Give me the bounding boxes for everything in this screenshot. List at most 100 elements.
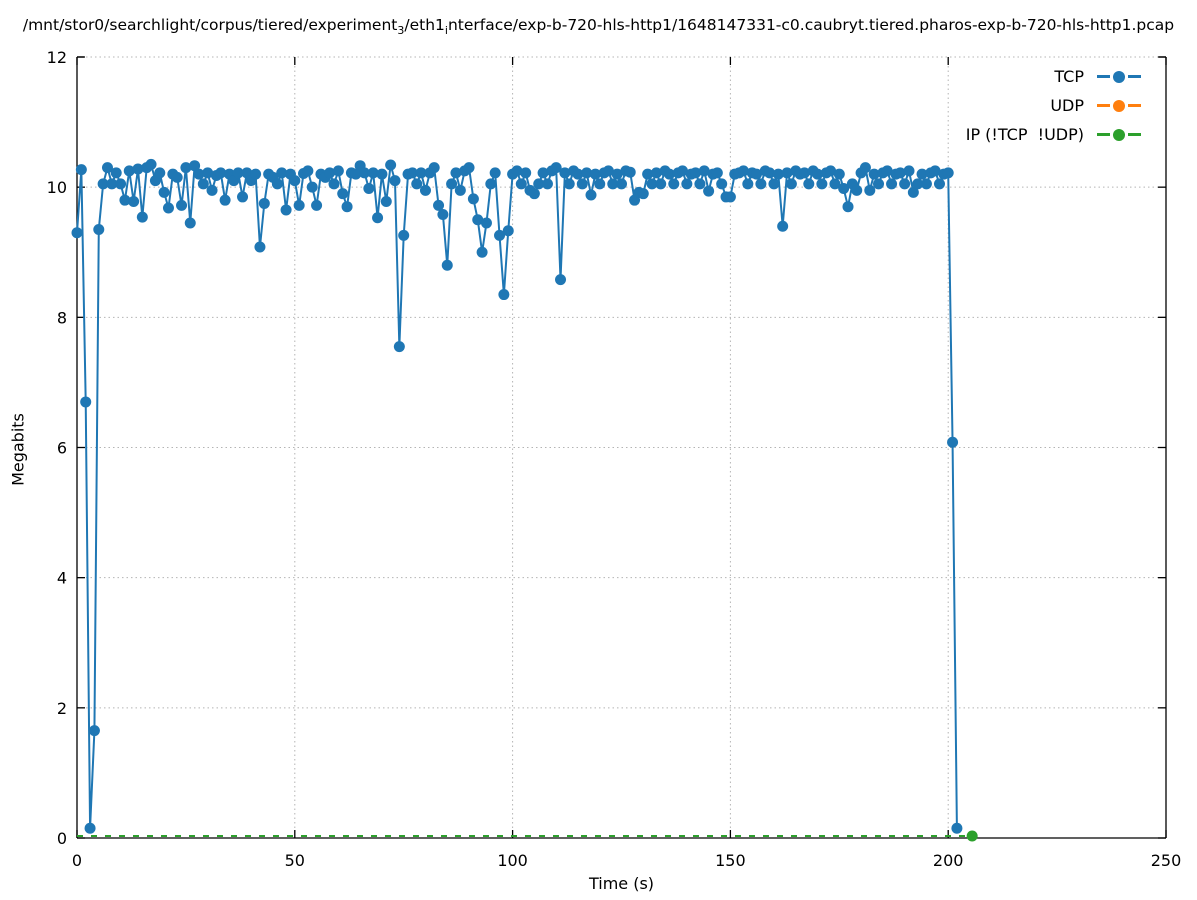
- data-point-TCP: [624, 166, 636, 178]
- data-point-TCP: [258, 197, 270, 209]
- data-point-TCP: [171, 171, 183, 183]
- data-point-TCP: [511, 165, 523, 177]
- data-point-TCP: [411, 178, 423, 190]
- data-point-TCP: [559, 167, 571, 179]
- chart-title: /mnt/stor0/searchlight/corpus/tiered/exp…: [0, 16, 1197, 37]
- data-point-TCP: [202, 167, 214, 179]
- data-point-TCP: [389, 175, 401, 187]
- data-point-TCP: [655, 178, 667, 190]
- data-point-TCP: [755, 178, 767, 190]
- data-point-TCP: [289, 175, 301, 187]
- data-point-TCP: [145, 158, 157, 170]
- data-point-TCP: [363, 182, 375, 194]
- data-point-TCP: [93, 223, 105, 235]
- data-point-TCP: [472, 214, 484, 226]
- data-point-TCP: [437, 209, 449, 221]
- legend-item-ip-other: IP (!TCP !UDP): [966, 120, 1145, 149]
- y-tick-label: 2: [57, 699, 67, 718]
- x-tick-label: 250: [1151, 851, 1182, 870]
- data-point-TCP: [742, 178, 754, 190]
- data-point-TCP: [75, 164, 87, 176]
- data-point-TCP: [894, 167, 906, 179]
- data-point-TCP: [154, 167, 166, 179]
- x-tick-label: 100: [497, 851, 528, 870]
- legend: TCP UDP IP (!TCP !UDP): [966, 62, 1145, 149]
- data-point-TCP: [398, 229, 410, 241]
- series-line-TCP: [76, 162, 958, 829]
- data-point-TCP: [515, 178, 527, 190]
- data-point-TCP: [825, 165, 837, 177]
- tcp-line-dot-swatch-icon: [1097, 70, 1145, 83]
- data-point-TCP: [912, 178, 924, 190]
- data-point-TCP: [772, 168, 784, 180]
- data-point-TCP: [537, 167, 549, 179]
- chart-title-pre: /mnt/stor0/searchlight/corpus/tiered/exp…: [22, 16, 398, 34]
- data-point-TCP: [341, 201, 353, 213]
- data-point-TCP: [907, 186, 919, 198]
- data-point-TCP: [184, 217, 196, 229]
- data-point-TCP: [428, 162, 440, 174]
- data-point-TCP: [920, 178, 932, 190]
- data-point-TCP: [812, 168, 824, 180]
- data-point-TCP: [385, 159, 397, 171]
- data-point-TCP: [563, 178, 575, 190]
- data-point-TCP: [933, 178, 945, 190]
- data-point-TCP: [698, 165, 710, 177]
- data-point-TCP: [903, 165, 915, 177]
- data-point-TCP: [711, 167, 723, 179]
- y-tick-label: 4: [57, 569, 67, 588]
- data-point-TCP: [572, 168, 584, 180]
- data-point-TCP: [585, 189, 597, 201]
- data-point-TCP: [611, 168, 623, 180]
- data-point-TCP: [123, 165, 135, 177]
- data-point-TCP: [798, 167, 810, 179]
- data-point-TCP: [690, 167, 702, 179]
- data-point-TCP: [816, 178, 828, 190]
- data-point-TCP: [842, 201, 854, 213]
- data-point-TCP: [838, 182, 850, 194]
- data-point-TCP: [450, 167, 462, 179]
- data-point-TCP: [215, 167, 227, 179]
- y-axis-label: Megabits: [8, 413, 28, 486]
- y-tick-label: 8: [57, 308, 67, 327]
- data-point-TCP: [785, 178, 797, 190]
- data-point-TCP: [899, 178, 911, 190]
- data-point-TCP: [602, 165, 614, 177]
- data-point-TCP: [110, 167, 122, 179]
- data-point-TCP: [162, 202, 174, 214]
- data-point-TCP: [367, 167, 379, 179]
- data-point-TCP: [101, 162, 113, 174]
- data-point-TCP: [581, 167, 593, 179]
- data-point-TCP: [881, 165, 893, 177]
- data-point-TCP: [119, 194, 131, 206]
- y-tick-label: 10: [47, 178, 67, 197]
- data-point-TCP: [132, 163, 144, 175]
- data-point-TCP: [158, 186, 170, 198]
- data-point-TCP: [372, 212, 384, 224]
- data-point-TCP: [494, 229, 506, 241]
- data-point-TCP: [302, 165, 314, 177]
- data-point-TCP: [859, 162, 871, 174]
- data-point-TCP: [237, 191, 249, 203]
- data-point-TCP: [206, 184, 218, 196]
- data-point-TCP: [250, 168, 262, 180]
- data-point-TCP: [676, 165, 688, 177]
- data-point-TCP: [485, 178, 497, 190]
- data-point-TCP: [180, 162, 192, 174]
- data-point-TCP: [406, 167, 418, 179]
- data-point-TCP: [637, 188, 649, 200]
- data-point-TCP: [254, 241, 266, 253]
- data-point-TCP: [106, 178, 118, 190]
- data-point-TCP: [803, 178, 815, 190]
- chart-title-subscript-i: i: [444, 24, 448, 37]
- chart-title-subscript-3: 3: [397, 24, 405, 37]
- y-tick-label: 6: [57, 439, 67, 458]
- data-point-TCP: [916, 168, 928, 180]
- data-point-TCP: [589, 168, 601, 180]
- data-point-TCP: [197, 178, 209, 190]
- data-point-TCP: [328, 178, 340, 190]
- chart-title-post: nterface/exp-b-720-hls-http1/1648147331-…: [447, 16, 1175, 34]
- data-point-TCP: [942, 167, 954, 179]
- data-point-TCP: [781, 167, 793, 179]
